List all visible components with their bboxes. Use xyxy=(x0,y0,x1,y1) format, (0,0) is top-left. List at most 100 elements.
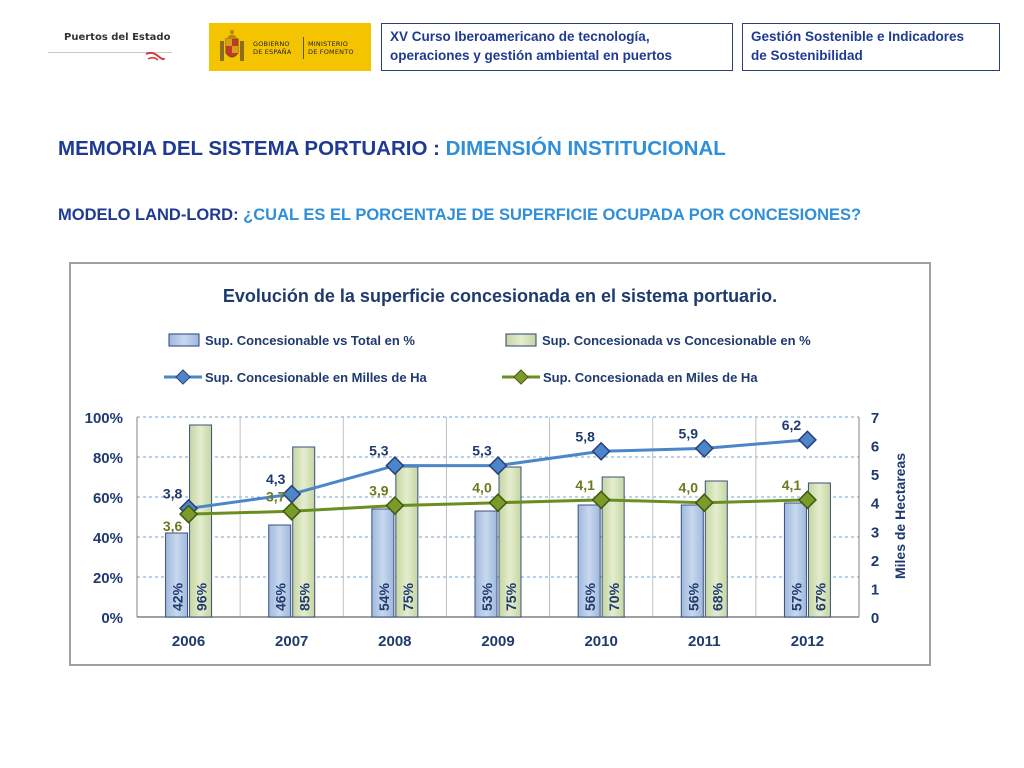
line-concesionada-point xyxy=(797,490,817,510)
puertos-del-estado-logo: Puertos del Estado xyxy=(48,28,176,64)
line-concesionada-point xyxy=(179,504,199,524)
bar-concesionable-total xyxy=(577,504,601,618)
gobierno-line2: DE ESPAÑA xyxy=(253,48,292,56)
right-axis-tick: 5 xyxy=(871,467,879,484)
topic-title-line1: Gestión Sostenible e Indicadores xyxy=(751,29,965,44)
line-concesionada-point xyxy=(694,493,714,513)
right-axis-tick: 1 xyxy=(871,581,879,598)
line-concesionable-label: 5,8 xyxy=(575,428,595,444)
legend-marker-concesionable xyxy=(175,369,191,385)
bar-concesionada-concesionable-label: 68% xyxy=(709,582,725,611)
gobierno-text: GOBIERNO DE ESPAÑA xyxy=(253,40,291,56)
line-concesionable-label: 5,3 xyxy=(369,443,389,459)
logo-separator xyxy=(303,37,304,59)
legend-label-line-concesionable: Sup. Concesionable en Milles de Ha xyxy=(205,370,428,385)
line-concesionada-label: 4,0 xyxy=(679,480,699,496)
puertos-logo-rule xyxy=(48,52,172,53)
right-axis-tick: 4 xyxy=(871,496,880,513)
line-concesionada-label: 3,7 xyxy=(266,488,286,504)
line-concesionable-point xyxy=(385,456,405,476)
course-title-line1: XV Curso Iberoamericano de tecnología, xyxy=(390,29,650,44)
bar-concesionable-total xyxy=(474,510,498,618)
ministerio-line2: DE FOMENTO xyxy=(308,48,354,56)
bar-concesionada-concesionable-label: 70% xyxy=(606,582,622,611)
legend-swatch-bar-concesionada xyxy=(505,333,537,347)
plot-area: 0% 20% 40% 60% 80% 100% 0 1 2 3 4 5 6 7 2006 2007 2008 20… xyxy=(85,410,880,650)
bar-concesionable-total xyxy=(268,524,292,618)
bar-concesionable-total xyxy=(783,502,807,618)
right-axis-title: Miles de Hectareas xyxy=(892,453,908,579)
page-title-prefix: MEMORIA DEL SISTEMA PORTUARIO : xyxy=(58,137,446,160)
bar-concesionable-total-label: 54% xyxy=(376,582,392,611)
left-axis-tick: 40% xyxy=(93,530,123,547)
course-title-box: XV Curso Iberoamericano de tecnología, o… xyxy=(381,23,733,71)
gobierno-line1: GOBIERNO xyxy=(253,40,290,48)
x-axis-tick: 2008 xyxy=(378,633,411,650)
right-axis-tick: 6 xyxy=(871,439,879,456)
puertos-logo-text: Puertos del Estado xyxy=(64,32,171,43)
page-subtitle: MODELO LAND-LORD: ¿CUAL ES EL PORCENTAJE… xyxy=(58,206,861,225)
line-concesionable-label: 5,3 xyxy=(472,443,492,459)
bar-concesionada-concesionable-label: 75% xyxy=(503,582,519,611)
bar-concesionable-total-label: 56% xyxy=(582,582,598,611)
chart-title: Evolución de la superficie concesionada … xyxy=(223,286,777,306)
bar-concesionable-total-label: 56% xyxy=(685,582,701,611)
puertos-wave-icon xyxy=(145,51,165,61)
legend-marker-concesionada xyxy=(513,369,529,385)
bar-concesionable-total-label: 42% xyxy=(170,582,186,611)
line-concesionable-label: 5,9 xyxy=(679,425,699,441)
chart-legend: Sup. Concesionable vs Total en % Sup. Co… xyxy=(164,333,811,385)
left-axis-tick: 0% xyxy=(101,610,123,627)
legend-swatch-bar-total xyxy=(168,333,200,347)
right-axis-tick: 2 xyxy=(871,553,879,570)
bar-concesionable-total-label: 46% xyxy=(273,582,289,611)
gobierno-ministerio-logo: GOBIERNO DE ESPAÑA MINISTERIO DE FOMENTO xyxy=(209,23,371,71)
line-concesionada-point xyxy=(282,501,302,521)
line-concesionable-label: 4,3 xyxy=(266,471,286,487)
bar-concesionada-concesionable-label: 96% xyxy=(194,582,210,611)
bar-concesionada-concesionable xyxy=(807,482,831,618)
x-axis-tick: 2006 xyxy=(172,633,205,650)
legend-label-line-concesionada: Sup. Concesionada en Miles de Ha xyxy=(543,370,758,385)
left-axis-tick: 80% xyxy=(93,450,123,467)
bar-concesionada-concesionable xyxy=(704,480,728,618)
x-axis-tick: 2007 xyxy=(275,633,308,650)
spain-crest-icon xyxy=(220,30,244,61)
ministerio-line1: MINISTERIO xyxy=(308,40,349,48)
page-title-accent: DIMENSIÓN INSTITUCIONAL xyxy=(445,137,726,160)
x-axis-tick: 2011 xyxy=(688,633,721,650)
bar-concesionable-total xyxy=(165,532,189,618)
page-subtitle-prefix: MODELO LAND-LORD: xyxy=(58,206,244,224)
line-concesionada-point xyxy=(488,493,508,513)
legend-label-bar-total: Sup. Concesionable vs Total en % xyxy=(205,333,415,348)
line-concesionable-point xyxy=(797,430,817,450)
line-concesionable-point xyxy=(488,456,508,476)
right-axis-tick: 3 xyxy=(871,524,879,541)
line-concesionable-point xyxy=(282,484,302,504)
ministerio-text: MINISTERIO DE FOMENTO xyxy=(308,40,354,56)
course-title-line2: operaciones y gestión ambiental en puert… xyxy=(390,48,673,63)
line-concesionable-point xyxy=(591,441,611,461)
line-concesionada-point xyxy=(385,496,405,516)
bar-concesionada-concesionable xyxy=(601,476,625,618)
right-axis-tick: 0 xyxy=(871,610,879,627)
right-axis-tick: 7 xyxy=(871,410,879,427)
x-axis-tick: 2010 xyxy=(584,633,617,650)
bar-concesionable-total-label: 57% xyxy=(788,582,804,611)
topic-title-line2: de Sostenibilidad xyxy=(751,48,863,63)
page-subtitle-accent: ¿CUAL ES EL PORCENTAJE DE SUPERFICIE OCU… xyxy=(243,206,862,224)
page-title: MEMORIA DEL SISTEMA PORTUARIO : DIMENSIÓ… xyxy=(58,137,726,161)
x-axis-tick: 2009 xyxy=(481,633,514,650)
line-concesionada-label: 4,1 xyxy=(782,477,802,493)
concession-chart: Evolución de la superficie concesionada … xyxy=(69,262,931,666)
bar-concesionada-concesionable-label: 85% xyxy=(297,582,313,611)
line-concesionada-label: 4,0 xyxy=(472,480,492,496)
topic-title-box: Gestión Sostenible e Indicadores de Sost… xyxy=(742,23,1000,71)
bar-concesionable-total xyxy=(371,508,395,618)
bar-concesionable-total xyxy=(680,504,704,618)
chart-svg: Evolución de la superficie concesionada … xyxy=(69,262,931,666)
x-axis-tick: 2012 xyxy=(791,633,824,650)
bar-concesionada-concesionable-label: 75% xyxy=(400,582,416,611)
line-concesionada-label: 4,1 xyxy=(575,477,595,493)
legend-label-bar-concesionada: Sup. Concesionada vs Concesionable en % xyxy=(542,333,811,348)
